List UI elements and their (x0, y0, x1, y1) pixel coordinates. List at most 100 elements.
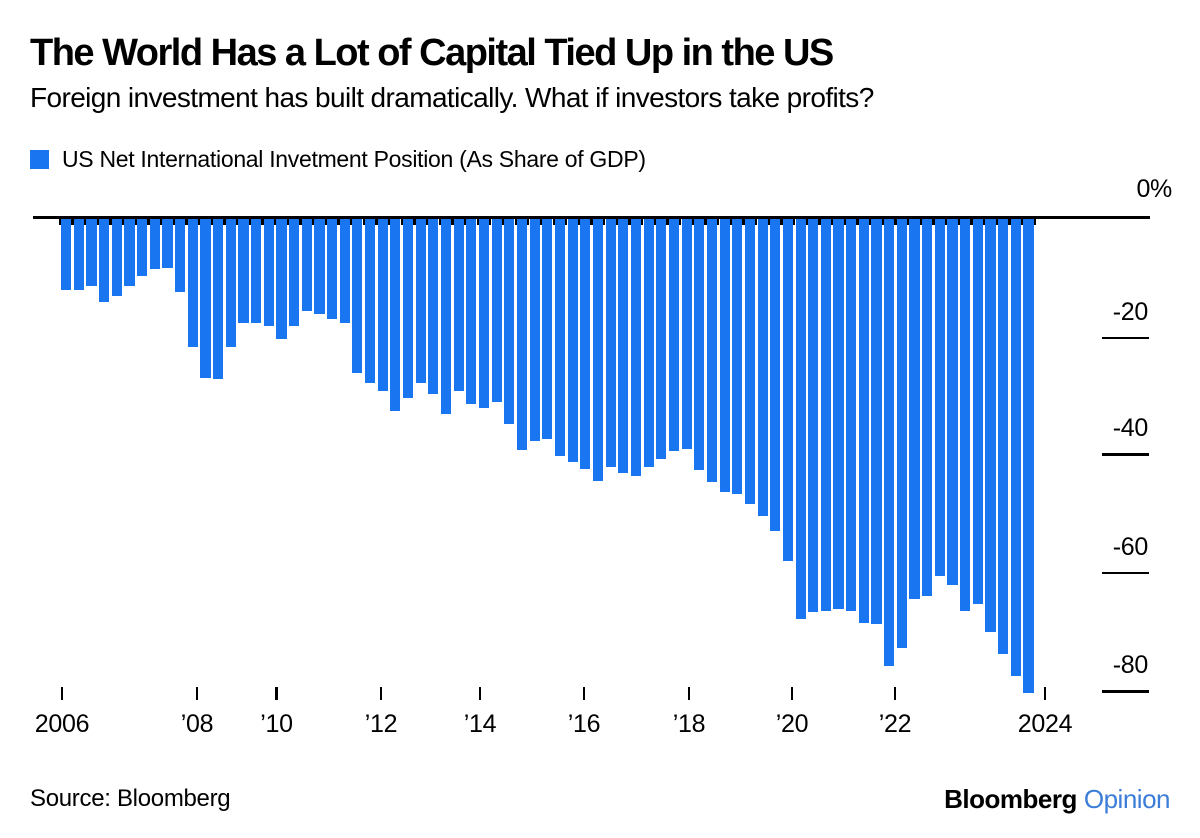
bar (947, 219, 958, 585)
zero-axis-line (33, 216, 1150, 219)
bar (998, 219, 1009, 654)
baseline-tick (603, 219, 606, 225)
baseline-tick (375, 219, 378, 225)
bar (681, 219, 692, 450)
bar (516, 219, 528, 450)
bar (225, 219, 236, 348)
x-tick-label: ’10 (260, 710, 293, 738)
bar (491, 219, 502, 403)
baseline-tick (463, 219, 467, 225)
baseline-tick (527, 219, 530, 225)
baseline-tick (729, 219, 733, 225)
baseline-tick (286, 219, 289, 225)
baseline-tick (919, 219, 923, 225)
bar (808, 219, 819, 612)
baseline-tick (299, 219, 302, 225)
baseline-tick (58, 219, 61, 225)
bar (137, 219, 148, 276)
baseline-tick (489, 219, 492, 225)
baseline-tick (337, 219, 340, 225)
baseline-tick (869, 219, 872, 225)
baseline-tick (235, 219, 239, 225)
bar (200, 219, 211, 378)
baseline-tick (83, 219, 87, 225)
bar (504, 219, 515, 425)
bar (377, 219, 388, 392)
baseline-tick (995, 219, 999, 225)
baseline-tick (349, 219, 353, 225)
bar (896, 219, 908, 648)
baseline-tick (970, 219, 973, 225)
bar (238, 219, 249, 323)
bar (314, 219, 325, 314)
baseline-tick (755, 219, 758, 225)
bar (985, 219, 996, 632)
baseline-tick (679, 219, 682, 225)
bar (643, 219, 654, 468)
baseline-tick (273, 219, 277, 225)
baseline-tick (172, 219, 175, 225)
baseline-tick (653, 219, 657, 225)
bar (301, 219, 312, 311)
baseline-tick (197, 219, 201, 225)
baseline-tick (742, 219, 745, 225)
bar (820, 219, 832, 612)
x-tick-line (1043, 687, 1047, 700)
bar (934, 219, 945, 577)
x-tick-line (60, 687, 64, 700)
legend-swatch-icon (30, 150, 49, 169)
bar (61, 219, 72, 290)
baseline-tick (907, 219, 910, 225)
bar (415, 219, 426, 384)
baseline-tick (514, 219, 517, 225)
baseline-tick (425, 219, 429, 225)
baseline-tick (501, 219, 505, 225)
x-tick-label: ’20 (775, 710, 809, 738)
baseline-tick (641, 219, 644, 225)
bar (440, 219, 452, 414)
bar (706, 219, 718, 483)
bar (1010, 219, 1021, 677)
bar (782, 219, 794, 561)
bar (757, 219, 768, 516)
y-tick-label: -40 (1112, 414, 1149, 443)
baseline-tick (387, 219, 391, 225)
bar (466, 219, 477, 405)
bar (630, 219, 642, 476)
y-tick-label: -80 (1112, 651, 1149, 679)
baseline-tick (805, 219, 809, 225)
bar (871, 219, 882, 625)
y-tick-line (1102, 336, 1149, 340)
x-tick-label: ’12 (364, 710, 398, 738)
y-tick-line (1102, 453, 1149, 456)
brand-logo-bloomberg: Bloomberg (944, 784, 1077, 814)
bar (909, 219, 920, 600)
x-tick-line (893, 687, 897, 700)
baseline-tick (881, 219, 885, 225)
baseline-tick (1021, 219, 1024, 225)
bar (390, 219, 401, 411)
baseline-tick (311, 219, 315, 225)
bar (884, 219, 895, 667)
bar (428, 219, 439, 395)
baseline-tick (223, 219, 226, 225)
bar (592, 219, 604, 481)
baseline-tick (615, 219, 619, 225)
bar (339, 219, 350, 323)
y-tick-line (1102, 571, 1149, 575)
page-subtitle: Foreign investment has built dramaticall… (30, 82, 874, 113)
bar (175, 219, 186, 293)
bar (364, 219, 376, 384)
baseline-tick (324, 219, 327, 225)
baseline-tick (248, 219, 251, 225)
bar (73, 219, 84, 290)
baseline-tick (894, 219, 897, 225)
x-tick-line (582, 687, 586, 700)
bar (732, 219, 743, 494)
bar (858, 219, 870, 623)
bar (402, 219, 414, 398)
baseline-tick (185, 219, 188, 225)
bar (846, 219, 857, 612)
baseline-tick (210, 219, 213, 225)
